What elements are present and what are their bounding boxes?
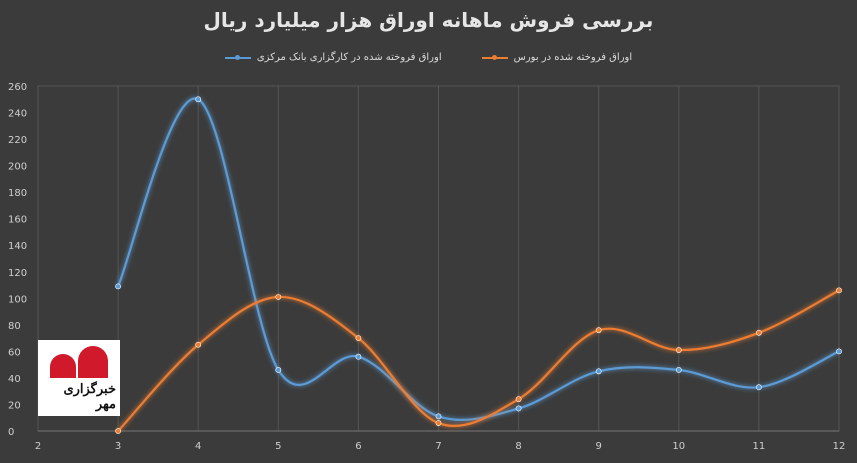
x-tick-label: 6 — [355, 441, 361, 452]
data-point — [115, 283, 121, 290]
y-tick-label: 120 — [8, 268, 27, 279]
x-tick-label: 9 — [596, 441, 602, 452]
y-tick-label: 60 — [8, 347, 21, 358]
data-point — [275, 294, 282, 300]
series-line-0 — [117, 97, 840, 422]
x-tick-label: 10 — [672, 441, 685, 452]
data-point — [756, 329, 762, 336]
mehr-logo-mark — [48, 344, 110, 378]
y-tick-label: 40 — [8, 374, 21, 385]
legend-label-bourse: اوراق فروخته شده در بورس — [513, 52, 633, 63]
data-point — [675, 347, 682, 353]
data-point — [355, 353, 362, 360]
data-point — [836, 287, 842, 294]
y-tick-label: 140 — [8, 241, 27, 252]
data-point — [115, 428, 121, 434]
x-tick-label: 5 — [275, 441, 281, 452]
y-tick-label: 160 — [8, 215, 27, 226]
data-point — [756, 384, 762, 391]
x-tick-label: 12 — [833, 441, 846, 452]
series-group — [115, 96, 842, 434]
y-tick-label: 240 — [8, 109, 27, 120]
grid — [37, 85, 840, 432]
data-point — [515, 405, 522, 412]
series-1 — [115, 287, 842, 434]
x-axis-ticks: 2 3 4 5 6 7 8 9 10 11 12 — [35, 441, 846, 452]
x-tick-label: 4 — [195, 441, 201, 452]
data-point — [435, 413, 442, 420]
x-tick-label: 2 — [35, 441, 41, 452]
data-point — [195, 96, 202, 103]
y-tick-label: 200 — [8, 162, 27, 173]
legend-swatch-bourse — [481, 54, 508, 60]
y-axis-ticks: 0 20 40 60 80 100 120 140 160 180 200 220 240 260 — [8, 82, 27, 438]
x-tick-label: 8 — [515, 441, 521, 452]
series-line-1 — [117, 289, 840, 432]
mehr-news-logo: خبرگزاری مهر — [38, 340, 120, 416]
x-tick-label: 3 — [115, 441, 121, 452]
y-tick-label: 260 — [8, 82, 27, 93]
x-tick-label: 7 — [435, 441, 441, 452]
y-tick-label: 80 — [8, 321, 21, 332]
y-tick-label: 180 — [8, 188, 27, 199]
legend-label-central-bank: اوراق فروخته شده در کارگزاری بانک مرکزی — [256, 52, 442, 63]
data-point — [595, 368, 602, 375]
data-point — [435, 420, 442, 426]
y-tick-label: 0 — [8, 427, 14, 438]
data-point — [836, 348, 842, 355]
x-tick-label: 11 — [753, 441, 766, 452]
data-point — [275, 367, 282, 373]
data-point — [675, 367, 682, 373]
y-tick-label: 220 — [8, 135, 27, 146]
legend-swatch-central-bank — [224, 54, 251, 60]
data-point — [355, 335, 362, 342]
data-point — [595, 327, 602, 334]
y-tick-label: 100 — [8, 294, 27, 305]
series-0 — [115, 96, 842, 422]
legend: اوراق فروخته شده در کارگزاری بانک مرکزی … — [0, 52, 857, 63]
logo-text: خبرگزاری مهر — [63, 382, 116, 412]
y-tick-label: 20 — [8, 400, 21, 411]
chart-title: بررسی فروش ماهانه اوراق هزار میلیارد ریا… — [203, 8, 654, 32]
legend-item-bourse: اوراق فروخته شده در بورس — [481, 52, 633, 63]
legend-item-central-bank: اوراق فروخته شده در کارگزاری بانک مرکزی — [224, 52, 442, 63]
data-point — [195, 341, 202, 348]
data-point — [515, 396, 522, 403]
